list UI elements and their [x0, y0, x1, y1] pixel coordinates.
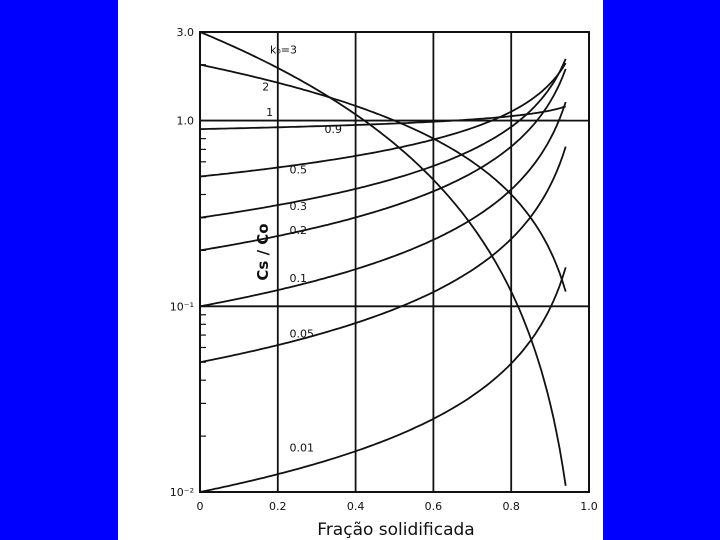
curve-k-0_5 — [199, 62, 567, 178]
curve-label: 1 — [266, 106, 273, 119]
curve-label: 0.01 — [289, 442, 314, 455]
curve-k-0_05 — [199, 146, 567, 364]
curve-label: 0.1 — [289, 272, 307, 285]
y-tick-label: 3.0 — [177, 26, 195, 39]
x-tick-label: 0.6 — [425, 500, 443, 513]
x-tick-label: 0 — [197, 500, 204, 513]
x-tick-labels: 0 0.2 0.4 0.6 0.8 1.0 — [197, 500, 598, 513]
curve-label: 0.3 — [289, 200, 307, 213]
curves — [199, 31, 567, 493]
curve-k-3 — [199, 31, 567, 486]
curve-label: 0.5 — [289, 163, 307, 176]
y-tick-label: 10⁻¹ — [170, 300, 194, 313]
curve-k-0_9 — [199, 105, 566, 130]
curve-k-2 — [199, 63, 567, 292]
curve-label: k₀=3 — [270, 43, 297, 56]
curve-k-0_2 — [199, 68, 567, 252]
x-axis-title: Fração solidificada — [317, 520, 474, 540]
plot-frame — [199, 31, 590, 493]
curve-k-0_01 — [199, 267, 567, 493]
scheil-chart: 0 0.2 0.4 0.6 0.8 1.0 3.0 1.0 10⁻¹ 10⁻² k₀=3 2 1 0.… — [170, 26, 598, 540]
x-tick-label: 0.8 — [502, 500, 520, 513]
x-tick-label: 1.0 — [580, 500, 598, 513]
curve-label: 2 — [262, 81, 269, 94]
x-tick-label: 0.4 — [347, 500, 365, 513]
curve-k-0_3 — [199, 58, 567, 219]
curve-label: 0.9 — [324, 123, 342, 136]
curve-k-0_1 — [199, 101, 567, 308]
x-tick-label: 0.2 — [269, 500, 287, 513]
y-tick-labels: 3.0 1.0 10⁻¹ 10⁻² — [170, 26, 194, 499]
curve-labels: k₀=3 2 1 0.9 0.5 0.3 0.2 0.1 0.05 0.01 — [262, 43, 342, 454]
y-tick-label: 1.0 — [177, 115, 195, 128]
chart-page: 0 0.2 0.4 0.6 0.8 1.0 3.0 1.0 10⁻¹ 10⁻² k₀=3 2 1 0.… — [118, 0, 603, 540]
y-axis-title: Cs / Co — [254, 223, 272, 280]
y-tick-label: 10⁻² — [170, 486, 194, 499]
curve-label: 0.2 — [289, 224, 307, 237]
curve-label: 0.05 — [289, 327, 314, 340]
